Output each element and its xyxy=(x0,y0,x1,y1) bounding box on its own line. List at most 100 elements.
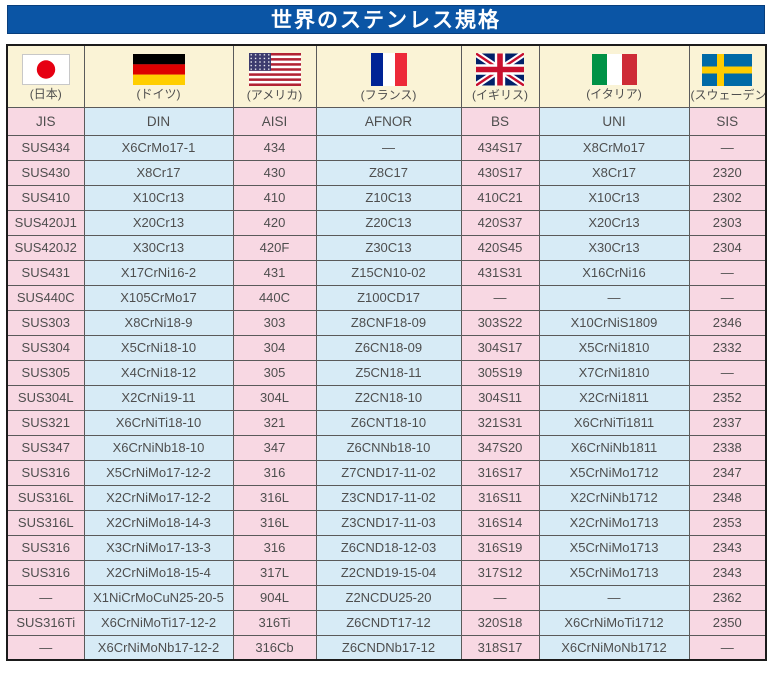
cell-sis: 2346 xyxy=(688,309,767,336)
cell-jis: SUS304L xyxy=(6,384,85,411)
cell-aisi: 430 xyxy=(232,159,317,186)
standard-code-bs: BS xyxy=(460,106,540,136)
cell-sis: 2353 xyxy=(688,509,767,536)
cell-sis: 2348 xyxy=(688,484,767,511)
cell-bs: 434S17 xyxy=(460,134,540,161)
cell-bs: 420S37 xyxy=(460,209,540,236)
cell-uni: — xyxy=(538,284,690,311)
cell-bs: 318S17 xyxy=(460,634,540,661)
cell-sis: 2302 xyxy=(688,184,767,211)
table-row: SUS316 X3CrNiMo17-13-3 316 Z6CND18-12-03 316… xyxy=(6,534,767,561)
cell-din: X17CrNi16-2 xyxy=(83,259,234,286)
cell-jis: — xyxy=(6,634,85,661)
table-row: SUS430 X8Cr17 430 Z8C17 430S17 X8Cr17 2320 xyxy=(6,159,767,186)
cell-sis: 2320 xyxy=(688,159,767,186)
country-label-uk-fr: (フランス) xyxy=(360,88,417,103)
cell-uni: X5CrNi1810 xyxy=(538,334,690,361)
sweden-flag-icon xyxy=(702,53,753,86)
country-label-italy: (イタリア) xyxy=(586,87,642,102)
cell-din: X6CrNiMoTi17-12-2 xyxy=(83,609,234,636)
cell-sis: 2332 xyxy=(688,334,767,361)
germany-flag-icon xyxy=(132,54,185,86)
cell-din: X2CrNiMo18-15-4 xyxy=(83,559,234,586)
cell-afnor: Z6CNDNb17-12 xyxy=(315,634,462,661)
flag-row: (日本) (ドイツ) xyxy=(6,44,767,108)
cell-afnor: Z2NCDU25-20 xyxy=(315,584,462,611)
cell-uni: X20Cr13 xyxy=(538,209,690,236)
table-row: — X6CrNiMoNb17-12-2 316Cb Z6CNDNb17-12 318S1… xyxy=(6,634,767,661)
table-row: SUS316L X2CrNiMo17-12-2 316L Z3CND17-11-02 3… xyxy=(6,484,767,511)
cell-sis: 2350 xyxy=(688,609,767,636)
cell-din: X5CrNi18-10 xyxy=(83,334,234,361)
code-row: JIS DIN AISI AFNOR BS UNI SIS xyxy=(6,106,767,136)
country-label-japan: (日本) xyxy=(29,87,62,102)
cell-aisi: 440C xyxy=(232,284,317,311)
cell-jis: SUS440C xyxy=(6,284,85,311)
cell-din: X1NiCrMoCuN25-20-5 xyxy=(83,584,234,611)
cell-afnor: Z6CNT18-10 xyxy=(315,409,462,436)
cell-sis: — xyxy=(688,134,767,161)
cell-uni: X2CrNiMo1713 xyxy=(538,509,690,536)
cell-din: X6CrNiNb18-10 xyxy=(83,434,234,461)
cell-jis: SUS316Ti xyxy=(6,609,85,636)
cell-uni: X2CrNiNb1712 xyxy=(538,484,690,511)
cell-uni: X5CrNiMo1712 xyxy=(538,459,690,486)
table-row: SUS440C X105CrMo17 440C Z100CD17— — — xyxy=(6,284,767,311)
cell-sis: 2337 xyxy=(688,409,767,436)
cell-aisi: 904L xyxy=(232,584,317,611)
table-row: SUS420J2 X30Cr13 420F Z30C13 420S45 X30Cr13 23… xyxy=(6,234,767,261)
standards-table: (日本) (ドイツ) xyxy=(6,44,767,661)
cell-jis: SUS316 xyxy=(6,559,85,586)
page-title: 世界のステンレス規格 xyxy=(7,5,765,34)
table-row: SUS431 X17CrNi16-2 431 Z15CN10-02 431S31 X16C… xyxy=(6,259,767,286)
cell-afnor: Z3CND17-11-03 xyxy=(315,509,462,536)
standard-code-sis: SIS xyxy=(688,106,767,136)
italy-flag-icon xyxy=(591,54,637,86)
cell-bs: — xyxy=(460,584,540,611)
cell-bs: 316S17 xyxy=(460,459,540,486)
cell-aisi: 303 xyxy=(232,309,317,336)
cell-jis: SUS420J2 xyxy=(6,234,85,261)
cell-jis: SUS420J1 xyxy=(6,209,85,236)
cell-aisi: 321 xyxy=(232,409,317,436)
cell-afnor: Z100CD17 xyxy=(315,284,462,311)
cell-bs: 430S17 xyxy=(460,159,540,186)
flag-cell-france: (フランス) xyxy=(315,44,462,108)
cell-aisi: 316Ti xyxy=(232,609,317,636)
cell-bs: 320S18 xyxy=(460,609,540,636)
cell-din: X20Cr13 xyxy=(83,209,234,236)
cell-bs: 347S20 xyxy=(460,434,540,461)
cell-uni: — xyxy=(538,584,690,611)
cell-sis: — xyxy=(688,284,767,311)
cell-bs: 431S31 xyxy=(460,259,540,286)
cell-aisi: 434 xyxy=(232,134,317,161)
country-label-uk: (イギリス) xyxy=(472,88,528,103)
cell-sis: — xyxy=(688,259,767,286)
flag-cell-uk: (イギリス) xyxy=(460,44,540,108)
cell-uni: X7CrNi1810 xyxy=(538,359,690,386)
cell-aisi: 316 xyxy=(232,459,317,486)
cell-bs: 420S45 xyxy=(460,234,540,261)
table-row: SUS316Ti X6CrNiMoTi17-12-2 316Ti Z6CNDT17-1… xyxy=(6,609,767,636)
cell-sis: 2347 xyxy=(688,459,767,486)
cell-bs: — xyxy=(460,284,540,311)
table-row: SUS303 X8CrNi18-9 303 Z8CNF18-09 303S22 X10Cr… xyxy=(6,309,767,336)
flag-cell-japan: (日本) xyxy=(6,44,85,108)
cell-aisi: 316Cb xyxy=(232,634,317,661)
cell-jis: SUS431 xyxy=(6,259,85,286)
cell-jis: SUS304 xyxy=(6,334,85,361)
usa-flag-icon xyxy=(248,53,301,87)
cell-sis: 2303 xyxy=(688,209,767,236)
cell-bs: 316S19 xyxy=(460,534,540,561)
cell-jis: SUS410 xyxy=(6,184,85,211)
cell-jis: SUS434 xyxy=(6,134,85,161)
table-row: SUS316 X5CrNiMo17-12-2 316 Z7CND17-11-02 316… xyxy=(6,459,767,486)
cell-jis: SUS316 xyxy=(6,534,85,561)
standard-code-jis: JIS xyxy=(6,106,85,136)
cell-bs: 305S19 xyxy=(460,359,540,386)
cell-aisi: 420 xyxy=(232,209,317,236)
cell-uni: X10Cr13 xyxy=(538,184,690,211)
standard-code-uni: UNI xyxy=(538,106,690,136)
standard-code-aisi: AISI xyxy=(232,106,317,136)
table-row: SUS410 X10Cr13 410 Z10C13 410C21 X10Cr13 2302 xyxy=(6,184,767,211)
